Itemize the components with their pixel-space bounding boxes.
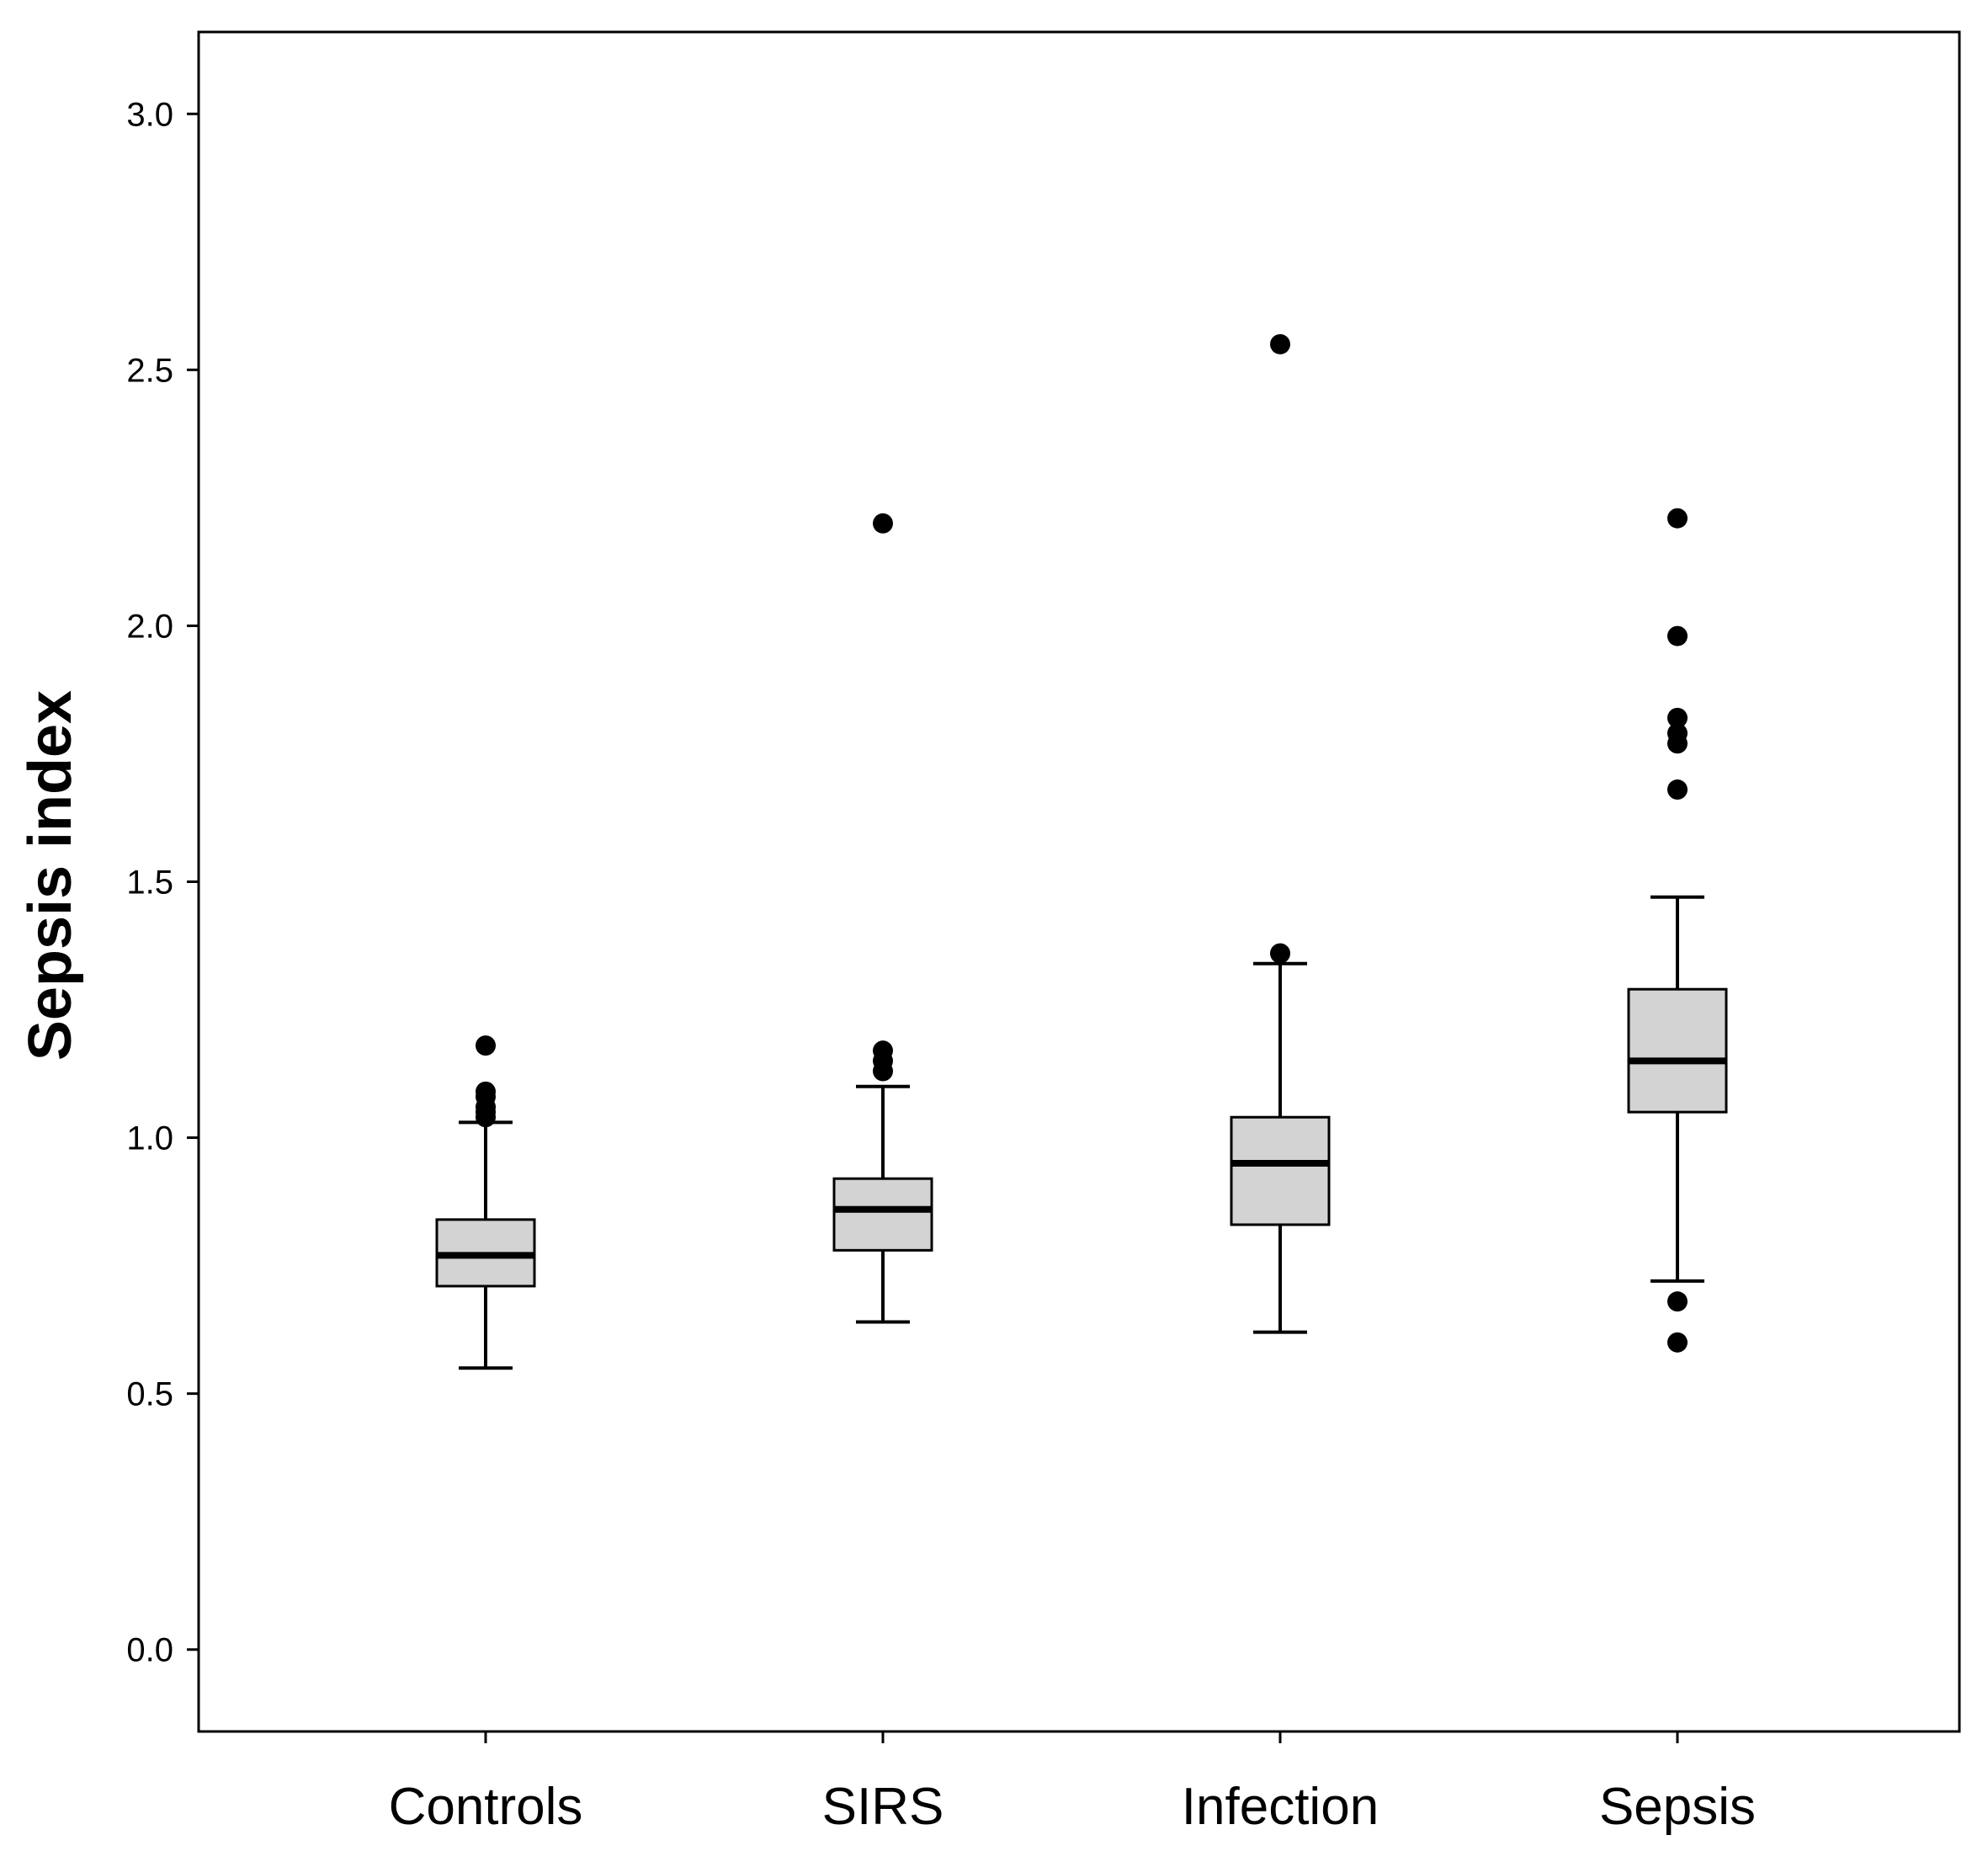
x-tick-label: Infection bbox=[1182, 1778, 1379, 1836]
x-tick-label: Sepsis bbox=[1599, 1778, 1756, 1836]
outlier-point bbox=[476, 1081, 496, 1102]
x-tick-label: Controls bbox=[389, 1778, 583, 1836]
outlier-point bbox=[1667, 1332, 1688, 1353]
outlier-point bbox=[1270, 333, 1290, 354]
outlier-point bbox=[476, 1035, 496, 1056]
outlier-point bbox=[1667, 723, 1688, 744]
outlier-point bbox=[1667, 779, 1688, 801]
x-tick-label: SIRS bbox=[822, 1778, 944, 1836]
plot-frame bbox=[197, 30, 1961, 1733]
box-group-sirs bbox=[832, 513, 933, 1324]
box-group-infection bbox=[1230, 333, 1331, 1334]
outlier-point bbox=[1667, 707, 1688, 728]
outlier-point bbox=[1270, 943, 1290, 964]
y-tick-label: 1.5 bbox=[126, 864, 173, 902]
outlier-point bbox=[873, 1040, 893, 1061]
outlier-point bbox=[1667, 625, 1688, 646]
x-axis: Controls SIRS Infection Sepsis bbox=[389, 1731, 1756, 1836]
y-tick-label: 0.5 bbox=[126, 1376, 173, 1413]
y-tick-label: 3.0 bbox=[126, 96, 173, 133]
y-tick-label: 2.5 bbox=[126, 352, 173, 389]
box-group-controls bbox=[435, 1035, 536, 1370]
y-tick-label: 0.0 bbox=[126, 1632, 173, 1669]
y-tick-label: 1.0 bbox=[126, 1120, 173, 1157]
box-iqr bbox=[832, 1177, 933, 1252]
box-iqr bbox=[1627, 987, 1728, 1114]
box-group-sepsis bbox=[1627, 508, 1728, 1353]
outlier-point bbox=[873, 513, 893, 534]
outlier-point bbox=[1667, 1291, 1688, 1312]
boxes bbox=[435, 333, 1728, 1370]
y-tick-label: 2.0 bbox=[126, 608, 173, 645]
y-axis-title: Sepsis index bbox=[17, 690, 84, 1061]
outlier-point bbox=[1667, 508, 1688, 529]
y-axis: 0.0 0.5 1.0 1.5 2.0 2.5 3.0 bbox=[126, 96, 199, 1669]
box-iqr bbox=[1230, 1115, 1331, 1226]
